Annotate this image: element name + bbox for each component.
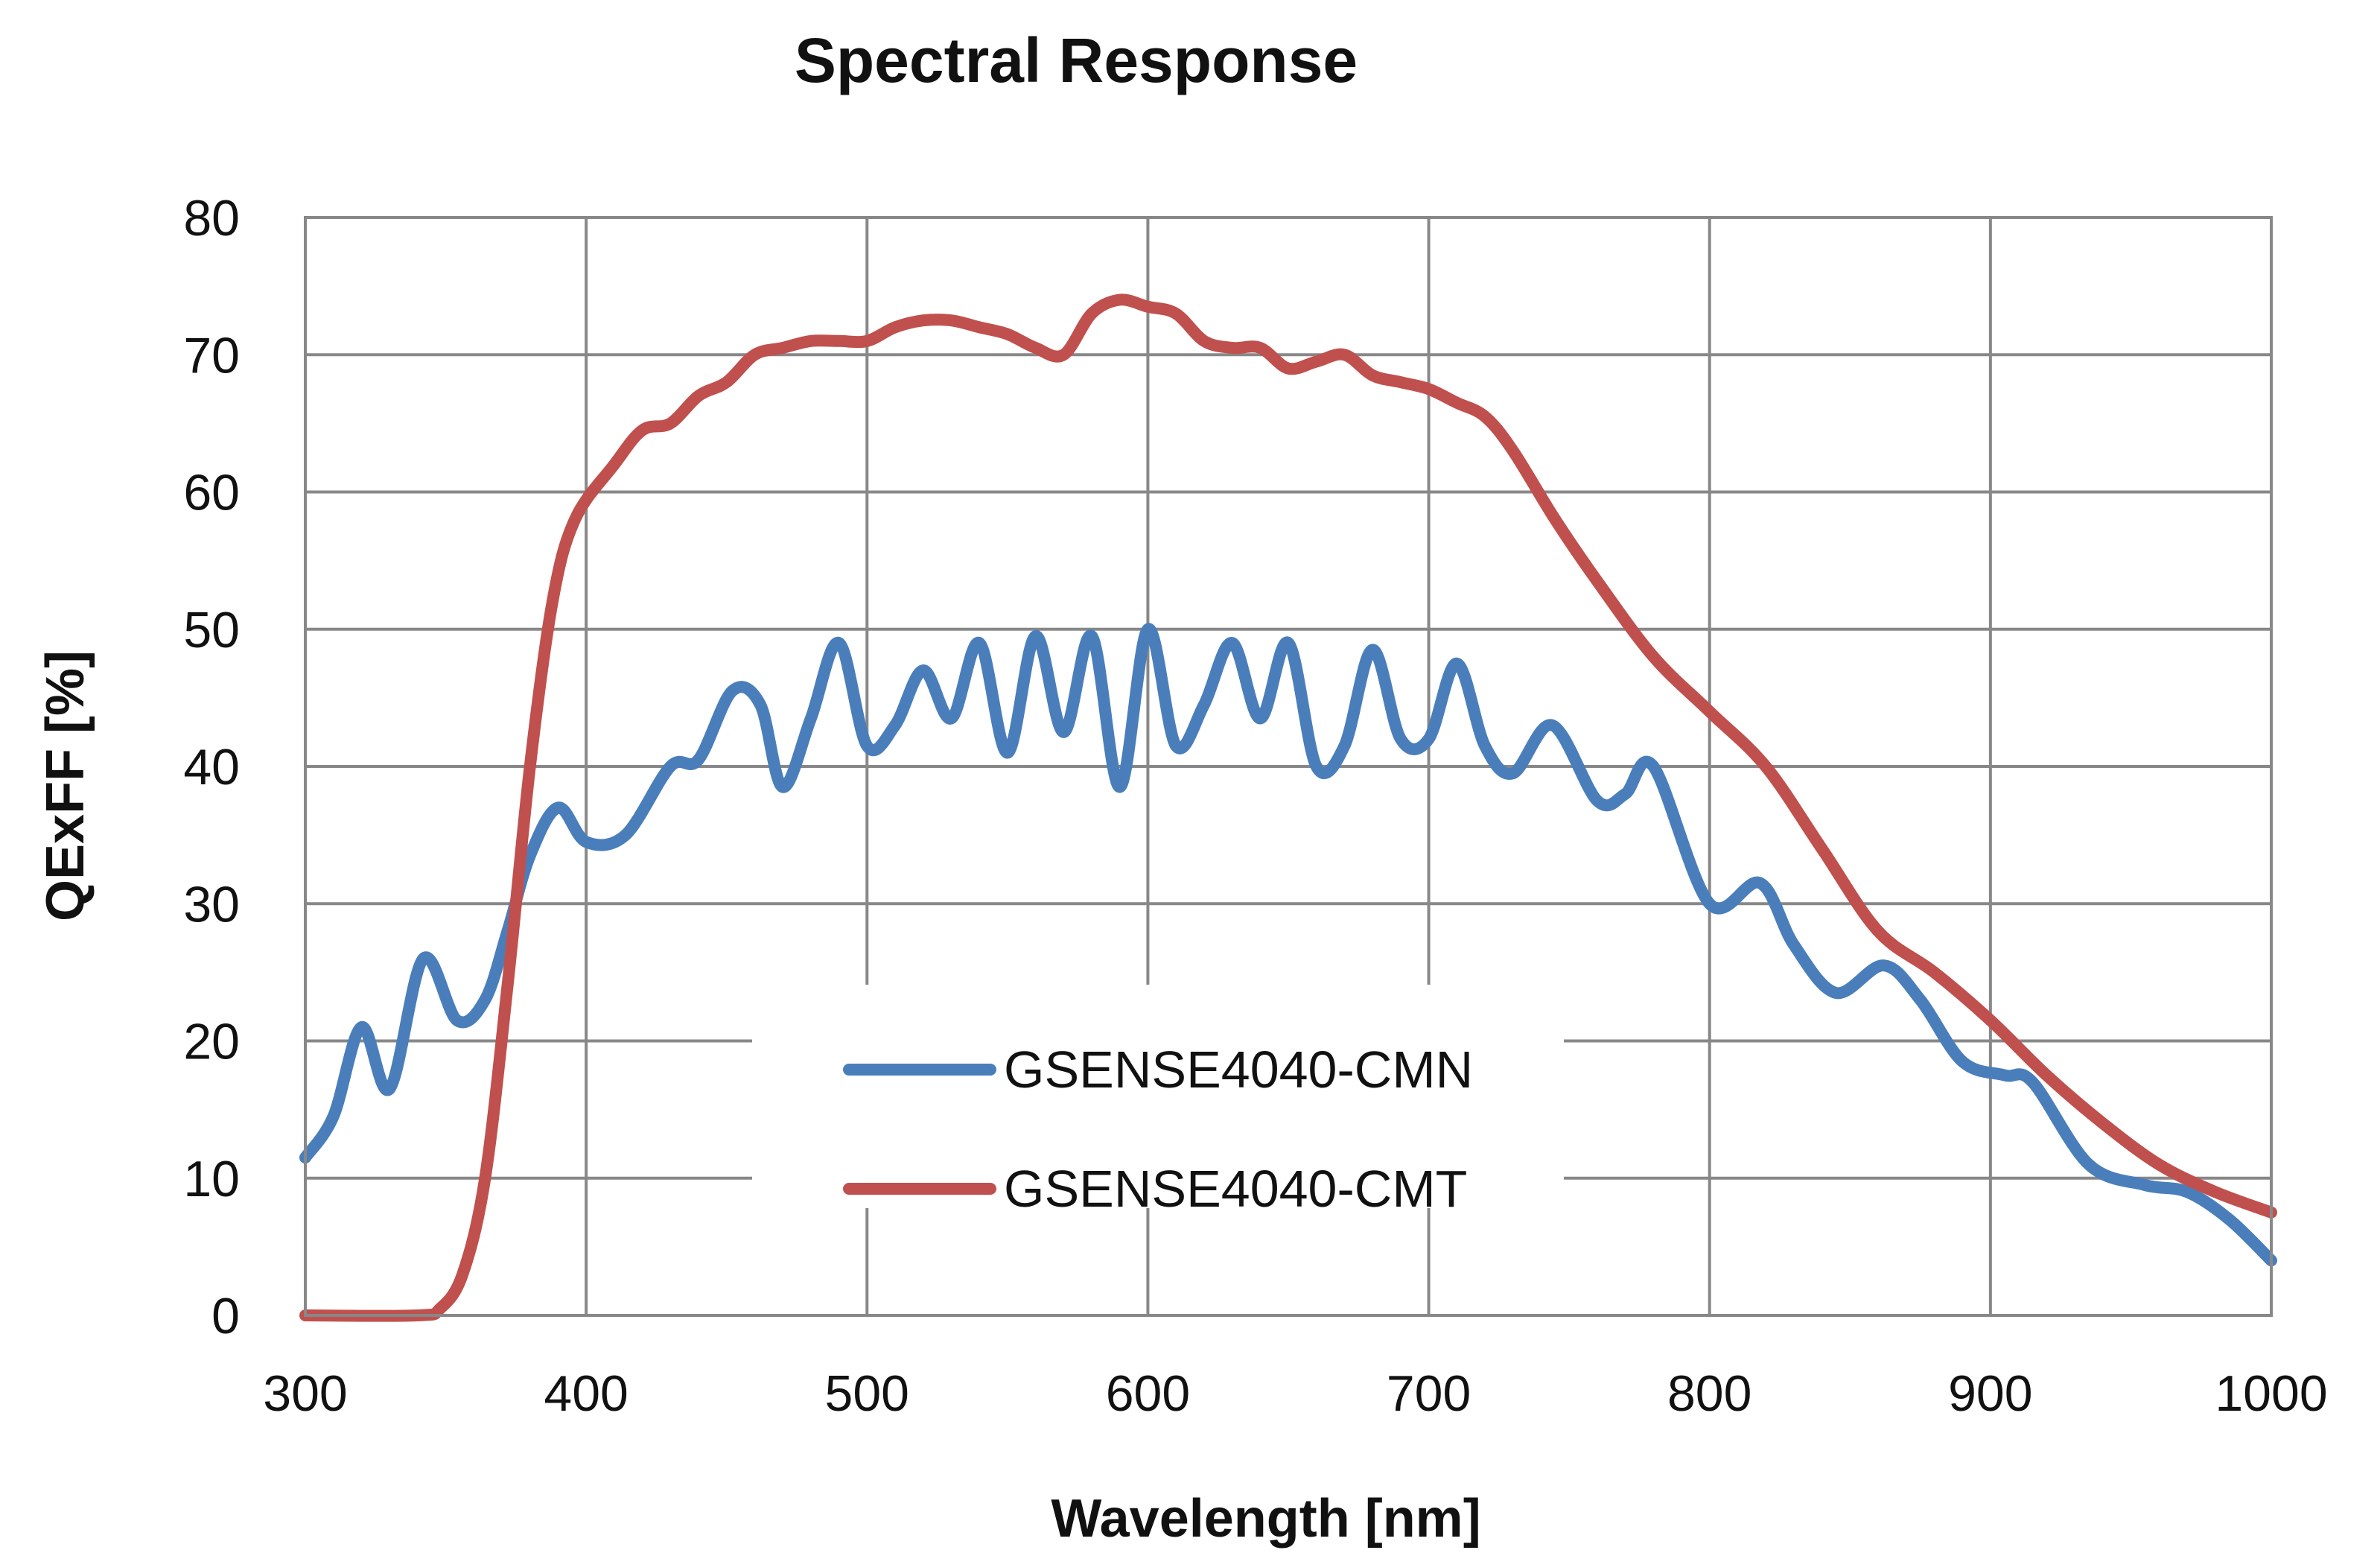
x-tick-label: 1000 — [2215, 1365, 2327, 1422]
legend-label: GSENSE4040-CMN — [1004, 1041, 1473, 1099]
y-tick-label: 10 — [183, 1151, 240, 1207]
x-tick-label: 800 — [1667, 1365, 1751, 1422]
y-tick-label: 40 — [183, 739, 240, 795]
x-tick-label: 900 — [1948, 1365, 2032, 1422]
series-line-gsense4040-cmt — [299, 293, 2277, 1322]
legend: GSENSE4040-CMN GSENSE4040-CMT — [752, 985, 1564, 1218]
series-lines — [299, 293, 2277, 1322]
x-tick-label: 400 — [544, 1365, 628, 1422]
x-tick-label: 600 — [1106, 1365, 1190, 1422]
series-line-gsense4040-cmn — [299, 623, 2277, 1267]
plot-frame — [304, 216, 2273, 1317]
y-tick-label: 0 — [211, 1288, 240, 1344]
chart-title: Spectral Response — [795, 25, 1358, 95]
y-axis-title: QExFF [%] — [36, 650, 95, 921]
y-tick-label: 30 — [183, 876, 240, 933]
tick-labels: 300 400 500 600 700 800 900 1000 0 10 20 30 40 50 60 70… — [183, 190, 2327, 1422]
x-tick-label: 300 — [263, 1365, 347, 1422]
y-tick-label: 20 — [183, 1014, 240, 1070]
x-tick-label: 700 — [1387, 1365, 1471, 1422]
x-tick-label: 500 — [825, 1365, 909, 1422]
x-axis-title: Wavelength [nm] — [1051, 1489, 1480, 1549]
legend-label: GSENSE4040-CMT — [1004, 1160, 1467, 1218]
y-tick-label: 60 — [183, 465, 240, 521]
legend-box — [752, 985, 1564, 1208]
y-tick-label: 50 — [183, 602, 240, 658]
y-tick-label: 80 — [183, 190, 240, 247]
y-tick-label: 70 — [183, 327, 240, 384]
